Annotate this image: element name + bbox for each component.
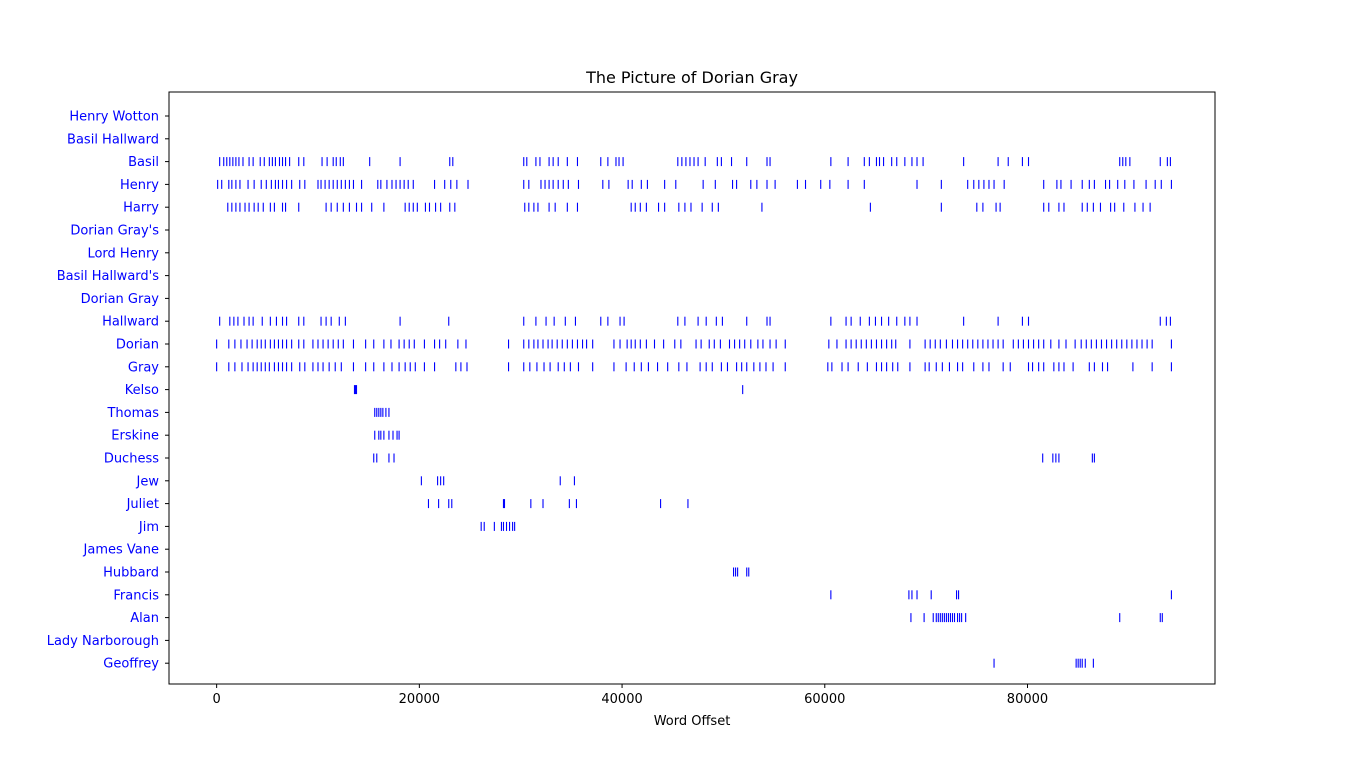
x-tick-label: 40000	[601, 692, 642, 707]
y-axis: Henry Wotton Basil Hallward Basil Henry Harr…	[47, 110, 169, 672]
series-hubbard	[733, 567, 750, 577]
chart-title: The Picture of Dorian Gray	[585, 68, 798, 87]
y-tick-label-jew: Jew	[136, 474, 160, 489]
y-tick-label-james-vane: James Vane	[83, 543, 159, 558]
y-tick-label-lady-narborough: Lady Narborough	[47, 634, 159, 649]
series-juliet	[427, 499, 689, 509]
y-tick-label-basil-hallward: Basil Hallward	[67, 132, 159, 147]
y-tick-label-henry: Henry	[120, 178, 159, 193]
y-tick-label-henry-wotton: Henry Wotton	[69, 110, 159, 125]
series-basil	[219, 157, 1171, 167]
y-tick-label-duchess: Duchess	[104, 452, 159, 467]
series-harry	[227, 202, 1151, 212]
y-tick-label-erskine: Erskine	[111, 429, 159, 444]
y-tick-label-jim: Jim	[138, 520, 159, 535]
series-francis	[830, 590, 1172, 600]
x-tick-label: 20000	[399, 692, 440, 707]
series-thomas	[374, 407, 390, 417]
series-geoffrey	[993, 658, 1094, 668]
y-tick-label-basil: Basil	[128, 155, 159, 170]
series-alan	[910, 613, 1163, 623]
y-tick-label-lord-henry: Lord Henry	[87, 246, 159, 261]
series-erskine	[374, 430, 400, 440]
y-tick-label-juliet: Juliet	[126, 497, 159, 512]
x-tick-label: 60000	[804, 692, 845, 707]
y-tick-label-francis: Francis	[113, 588, 159, 603]
y-tick-label-basil-hallward-s: Basil Hallward's	[57, 269, 160, 284]
series-jew	[420, 476, 575, 486]
y-tick-label-dorian-gray: Dorian Gray	[81, 292, 160, 307]
y-tick-label-alan: Alan	[130, 611, 159, 626]
y-tick-label-harry: Harry	[123, 201, 159, 216]
y-tick-label-hallward: Hallward	[102, 315, 159, 330]
x-axis-label: Word Offset	[654, 714, 731, 729]
y-tick-label-hubbard: Hubbard	[103, 566, 159, 581]
series-duchess	[373, 453, 1095, 463]
y-tick-label-geoffrey: Geoffrey	[103, 657, 159, 672]
y-tick-label-kelso: Kelso	[125, 383, 159, 398]
series-gray	[216, 362, 1172, 372]
series-henry	[217, 179, 1172, 189]
series-dorian	[216, 339, 1172, 349]
x-tick-label: 0	[212, 692, 220, 707]
series-kelso	[353, 385, 744, 395]
x-axis: 0 20000 40000 60000 80000	[212, 684, 1048, 707]
y-tick-label-dorian-gray-s: Dorian Gray's	[70, 224, 159, 239]
x-tick-label: 80000	[1007, 692, 1048, 707]
y-tick-label-thomas: Thomas	[106, 406, 159, 421]
series-jim	[480, 521, 516, 531]
y-tick-label-dorian: Dorian	[116, 338, 159, 353]
word-occurrence-marks	[216, 157, 1172, 668]
plot-area	[168, 91, 1216, 685]
y-tick-label-gray: Gray	[128, 360, 159, 375]
series-hallward	[219, 316, 1171, 326]
